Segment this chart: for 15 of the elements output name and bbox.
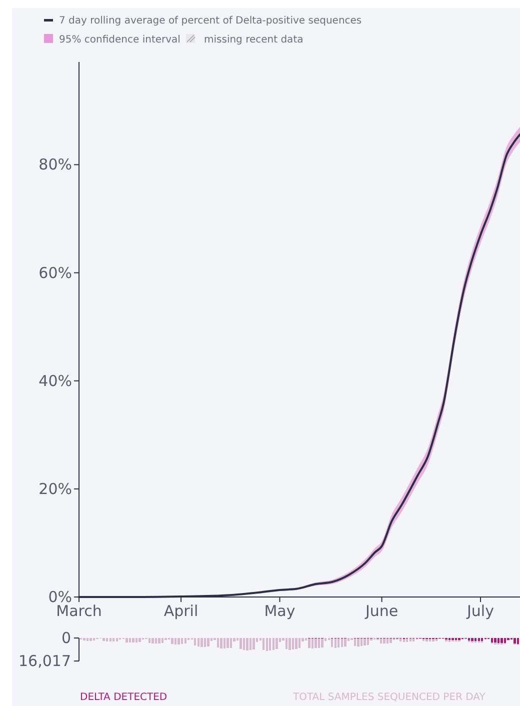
legend-label: 7 day rolling average of percent of Delta-positive sequences: [59, 16, 362, 26]
text: TOTAL SAMPLES SEQUENCED PER DAY: [292, 692, 486, 703]
text: 95% confidence interval: [59, 34, 180, 46]
x-tick-label: April: [164, 602, 198, 620]
y-tick-label: 0: [61, 629, 71, 647]
y-tick-label: 16,017: [18, 652, 71, 670]
y-tick-label: 60%: [38, 264, 72, 282]
x-tick-label: May: [264, 602, 296, 620]
y-tick-label: 80%: [38, 156, 72, 174]
y-tick-label: 40%: [38, 372, 72, 390]
text: DELTA DETECTED: [80, 692, 168, 703]
x-tick-label: July: [466, 602, 494, 620]
text: missing recent data: [204, 34, 304, 46]
y-tick-label: 20%: [38, 480, 72, 498]
x-tick-label: June: [364, 602, 398, 620]
